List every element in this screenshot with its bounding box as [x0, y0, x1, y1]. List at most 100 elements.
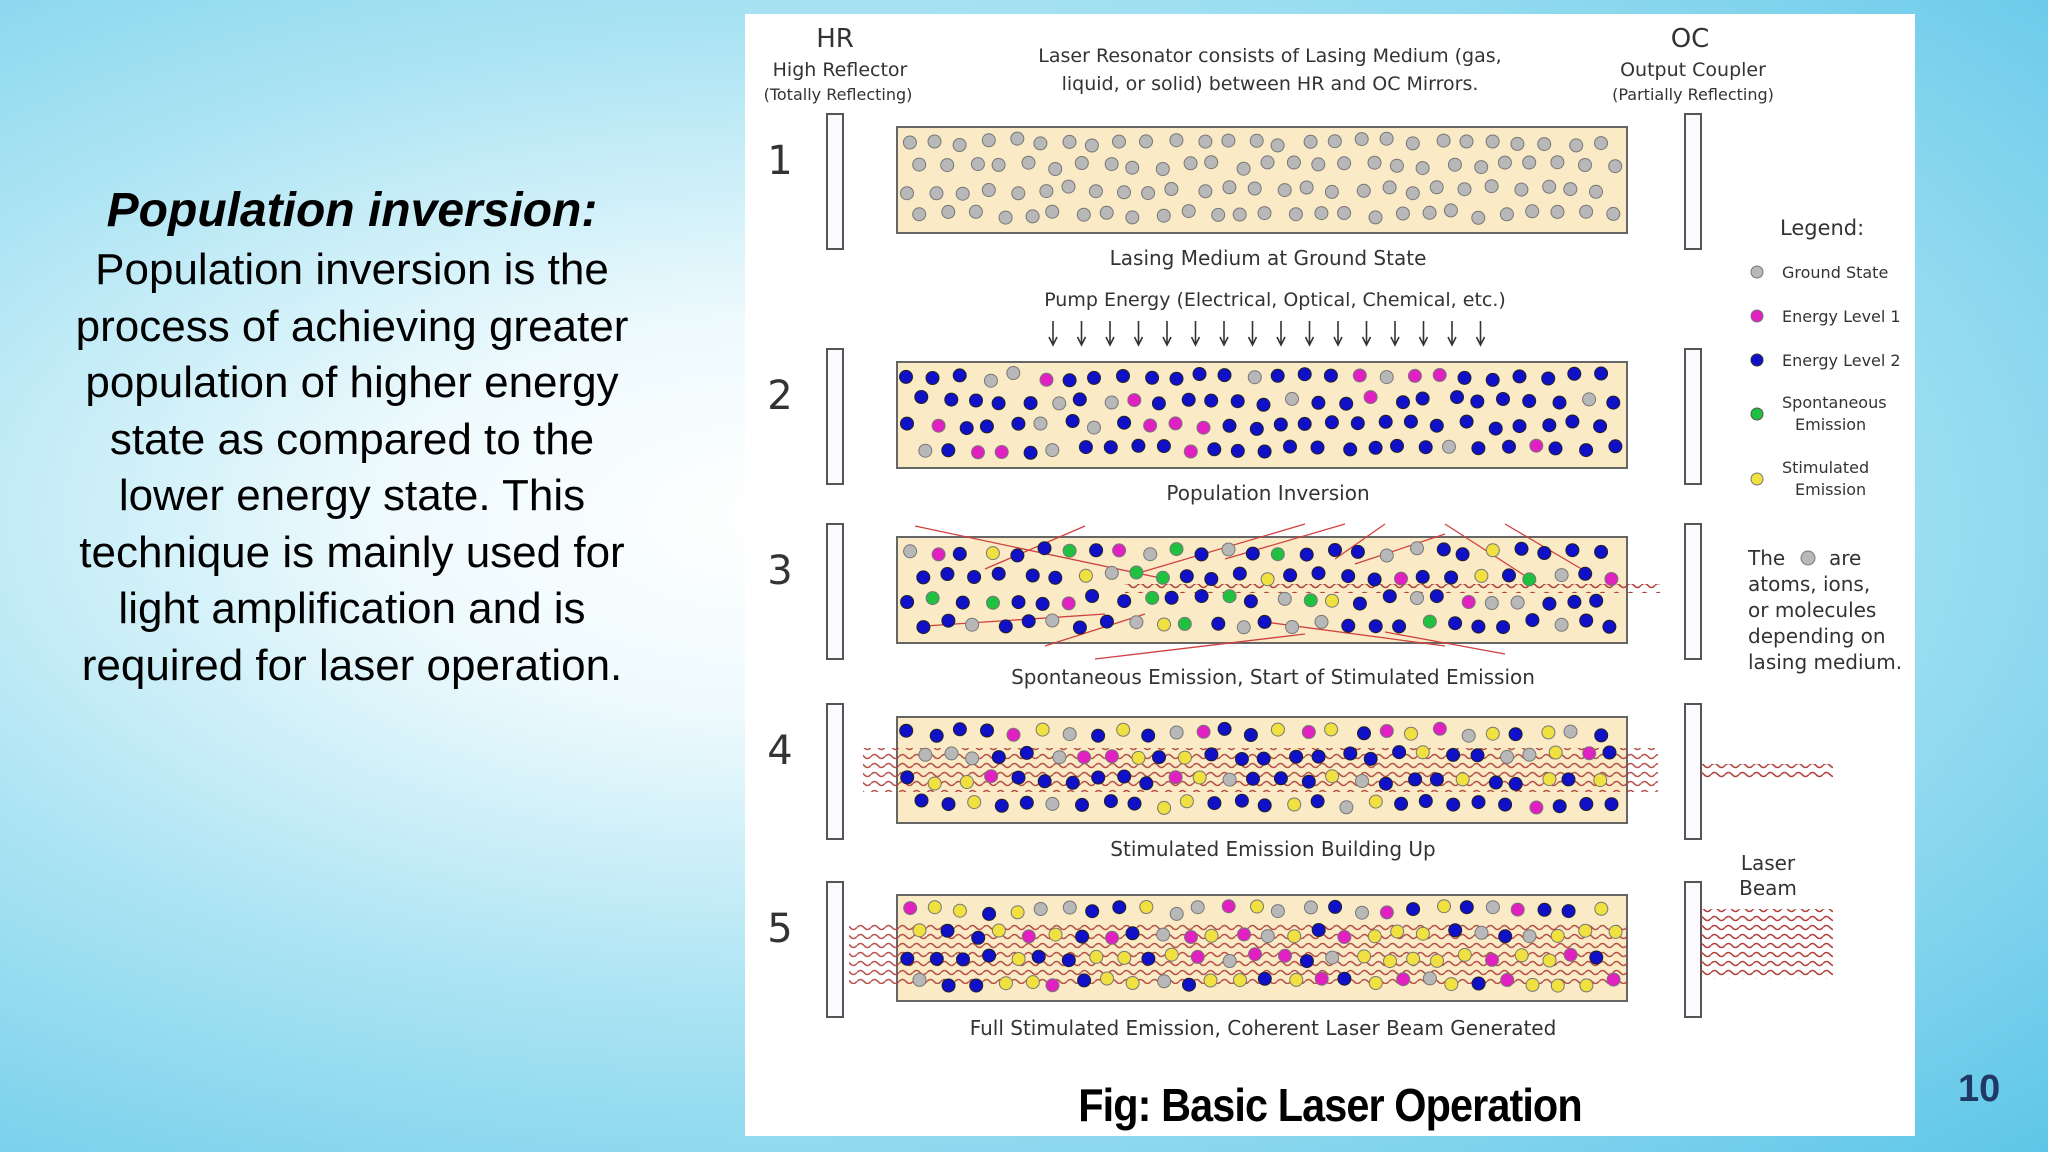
note-atom-icon [1800, 550, 1816, 566]
legend-label: Spontaneous [1782, 393, 1887, 412]
atom [1579, 613, 1594, 628]
atom [1143, 418, 1158, 433]
atom [1579, 204, 1594, 219]
atom [1579, 797, 1594, 811]
atom [1117, 594, 1132, 609]
atom [1072, 392, 1087, 407]
atom [1352, 368, 1367, 383]
atom [1415, 391, 1430, 406]
atom [1311, 157, 1326, 172]
atom [1343, 746, 1358, 761]
atom [1257, 798, 1272, 813]
legend-label: Stimulated [1782, 458, 1869, 477]
atom [1190, 900, 1205, 915]
atom [1169, 542, 1184, 557]
atom [1394, 571, 1408, 586]
atom [931, 418, 946, 433]
atom [1299, 954, 1314, 969]
atom [1394, 796, 1409, 811]
atom [1522, 929, 1537, 944]
atom [944, 392, 959, 407]
atom [1085, 589, 1100, 603]
atom [1602, 745, 1617, 760]
pump-arrowhead [1247, 336, 1258, 347]
atom [1078, 440, 1093, 455]
atom [1141, 186, 1156, 201]
atom [1019, 745, 1034, 760]
atom [1145, 370, 1160, 385]
atom [1606, 206, 1621, 221]
atom [1563, 182, 1578, 197]
atom [1045, 978, 1060, 993]
atom [1139, 900, 1154, 914]
atom [1297, 416, 1312, 431]
atom [1542, 418, 1557, 433]
atom [1125, 926, 1140, 941]
atom [1444, 977, 1459, 992]
atom [969, 978, 984, 993]
atom [1432, 721, 1447, 736]
atom [1256, 397, 1271, 412]
atom [1125, 160, 1140, 175]
atom [1260, 929, 1275, 944]
atom [1368, 976, 1383, 990]
atom [1045, 613, 1060, 628]
atom [1390, 438, 1404, 453]
atom [1006, 366, 1021, 380]
atom [1508, 727, 1523, 742]
atom [1192, 367, 1207, 381]
atom [1249, 133, 1264, 148]
atom [1287, 929, 1302, 944]
atom [925, 371, 940, 385]
atom [1542, 596, 1557, 611]
atom [1396, 395, 1410, 410]
atom [1075, 929, 1090, 944]
atom [1537, 902, 1552, 917]
atom [944, 746, 959, 761]
atom [1221, 133, 1236, 148]
atom [1221, 542, 1236, 557]
atom [1177, 616, 1192, 631]
atom [1594, 544, 1609, 559]
atom [1471, 210, 1486, 225]
atom [1023, 445, 1038, 460]
atom [1260, 572, 1275, 587]
atom [1499, 207, 1514, 222]
atom [1127, 393, 1142, 408]
stage-1: 1 Lasing Medium at Ground State [767, 113, 1702, 270]
atom [1608, 924, 1623, 939]
atom [1379, 370, 1394, 385]
atom [1341, 618, 1356, 633]
atom [1072, 620, 1087, 635]
atom [900, 186, 914, 201]
emission-ray [1094, 633, 1306, 660]
atom [940, 923, 955, 938]
atoms [899, 721, 1619, 815]
atom [1217, 368, 1232, 383]
pump-arrowhead [1447, 336, 1457, 347]
atom [929, 951, 944, 966]
atom [969, 393, 983, 408]
atom [1485, 543, 1500, 558]
note-line: The [1747, 546, 1785, 570]
legend-title: Legend: [1780, 216, 1864, 240]
atom [1415, 926, 1430, 941]
slide-heading: Population inversion: [106, 184, 598, 237]
pump-arrowhead [1475, 336, 1486, 347]
atom [1045, 796, 1060, 811]
atom [971, 930, 986, 945]
figure-caption: Fig: Basic Laser Operation [1078, 1079, 1582, 1131]
stage-number: 5 [767, 906, 792, 952]
legend-swatch-stimulated-emission [1750, 472, 1764, 486]
atom [1485, 726, 1500, 741]
atom [1196, 724, 1211, 739]
atom [1078, 568, 1093, 583]
atom [1542, 953, 1557, 968]
atom [1283, 568, 1298, 583]
legend-label: Emission [1795, 480, 1866, 499]
stage-4: 4 Stimulated Emission Building Up [767, 703, 1833, 861]
atom [1236, 620, 1251, 635]
atom [1429, 418, 1444, 433]
atom [1257, 614, 1272, 629]
atom [1230, 394, 1245, 409]
